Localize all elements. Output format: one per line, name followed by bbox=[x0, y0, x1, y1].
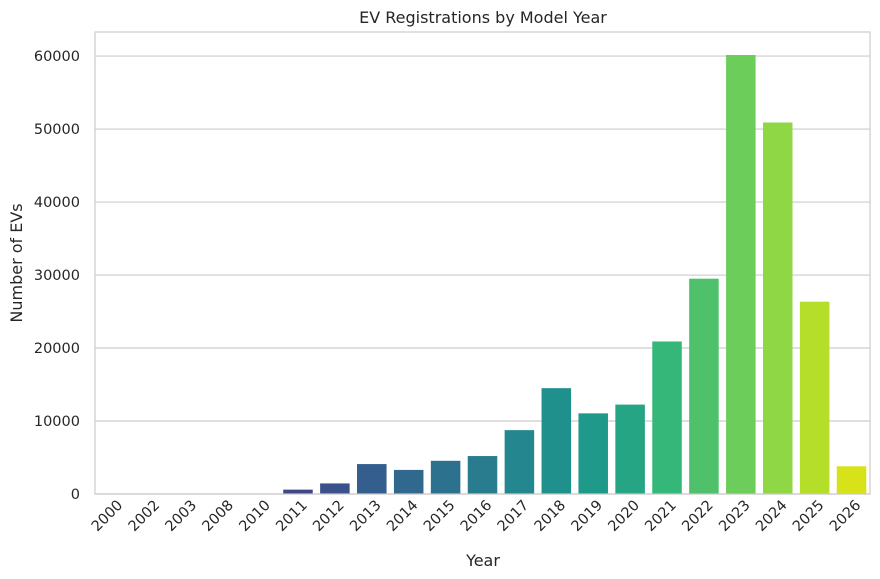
y-tick-label: 0 bbox=[71, 487, 80, 503]
x-tick-label: 2022 bbox=[679, 498, 716, 535]
y-axis-label: Number of EVs bbox=[7, 203, 26, 322]
x-tick-label: 2020 bbox=[606, 498, 643, 535]
x-tick-label: 2010 bbox=[236, 498, 273, 535]
x-axis-label: Year bbox=[465, 551, 500, 570]
x-tick-label: 2017 bbox=[495, 498, 532, 535]
gridlines bbox=[95, 55, 870, 495]
x-tick-label: 2012 bbox=[310, 498, 347, 535]
x-tick-label: 2016 bbox=[458, 498, 495, 535]
y-axis-ticks: 0 10000 20000 30000 40000 50000 60000 bbox=[34, 49, 80, 503]
bar-2019 bbox=[578, 413, 608, 494]
x-axis-ticks: 2000 2002 2003 2008 2010 2011 2012 2013 2014 2015… bbox=[89, 498, 865, 535]
x-tick-label: 2015 bbox=[421, 498, 458, 535]
x-tick-label: 2019 bbox=[569, 498, 606, 535]
y-tick-label: 30000 bbox=[34, 268, 80, 284]
bar-2017 bbox=[504, 430, 535, 494]
bar-2026 bbox=[836, 466, 867, 494]
bar-2020 bbox=[615, 404, 645, 494]
bar-2023 bbox=[726, 54, 756, 495]
y-tick-label: 40000 bbox=[34, 195, 80, 211]
bar-2013 bbox=[357, 464, 387, 494]
bar-2021 bbox=[652, 341, 682, 494]
x-tick-label: 2002 bbox=[126, 498, 163, 535]
bar-2025 bbox=[799, 301, 830, 494]
chart-title: EV Registrations by Model Year bbox=[359, 8, 607, 27]
x-tick-label: 2014 bbox=[384, 498, 421, 535]
y-tick-label: 50000 bbox=[34, 122, 80, 138]
bar-2011 bbox=[283, 489, 313, 494]
x-tick-label: 2018 bbox=[532, 498, 569, 535]
bar-2022 bbox=[689, 278, 719, 494]
bar-2024 bbox=[762, 122, 793, 494]
x-tick-label: 2024 bbox=[753, 498, 790, 535]
x-tick-label: 2023 bbox=[716, 498, 753, 535]
x-tick-label: 2008 bbox=[200, 498, 237, 535]
x-tick-label: 2003 bbox=[163, 498, 200, 535]
y-tick-label: 10000 bbox=[34, 414, 80, 430]
bar-2018 bbox=[541, 388, 572, 494]
bar-2015 bbox=[430, 460, 461, 494]
x-tick-label: 2011 bbox=[273, 498, 310, 535]
x-tick-label: 2021 bbox=[642, 498, 679, 535]
x-tick-label: 2026 bbox=[827, 498, 864, 535]
x-tick-label: 2000 bbox=[89, 498, 126, 535]
x-tick-label: 2013 bbox=[347, 498, 384, 535]
x-tick-label: 2025 bbox=[790, 498, 827, 535]
bar-2014 bbox=[393, 469, 424, 494]
y-tick-label: 20000 bbox=[34, 341, 80, 357]
bars bbox=[98, 54, 867, 495]
bar-2012 bbox=[320, 483, 350, 494]
plot-frame bbox=[94, 31, 871, 495]
bar-2016 bbox=[467, 456, 498, 494]
y-tick-label: 60000 bbox=[34, 49, 80, 65]
